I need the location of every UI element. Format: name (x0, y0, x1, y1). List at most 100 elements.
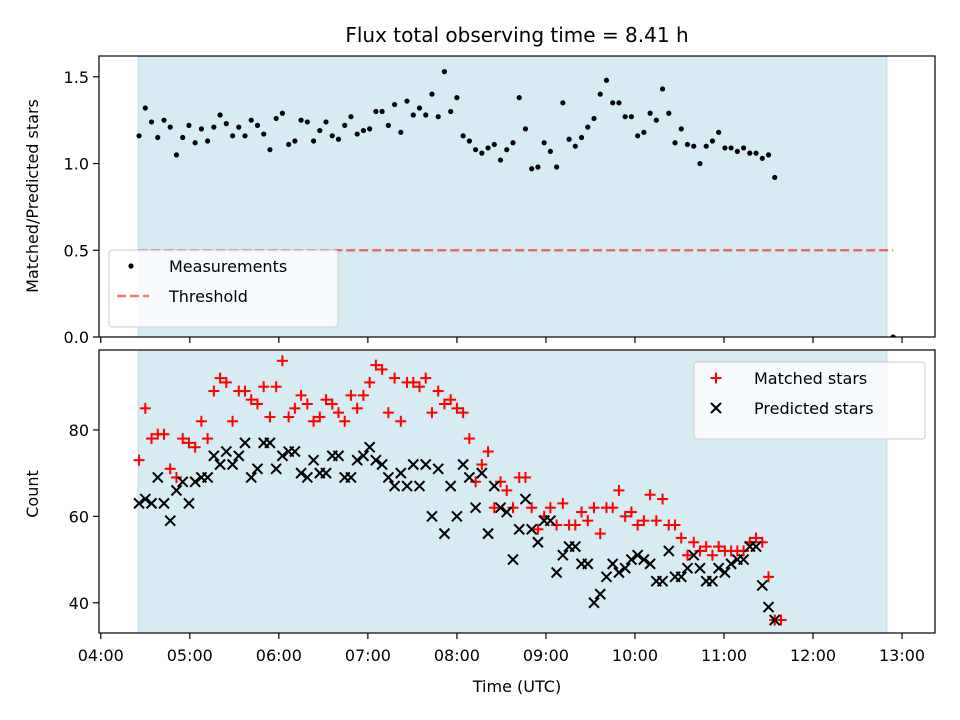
measurement-point (578, 134, 585, 141)
measurement-point (765, 152, 772, 158)
measurement-point (229, 133, 236, 139)
matched-star-point (170, 471, 182, 483)
measurement-point (678, 126, 684, 132)
measurement-point (205, 138, 211, 144)
measurement-point (491, 141, 497, 148)
measurement-point (890, 334, 896, 337)
x-tick-label: 07:00 (345, 646, 391, 665)
x-tick-label: 13:00 (879, 646, 925, 665)
predicted-star-point (681, 562, 694, 574)
predicted-star-point (619, 562, 631, 574)
matched-star-point (276, 355, 288, 367)
matched-star-point (681, 549, 693, 561)
measurement-point (603, 77, 610, 83)
measurement-point (635, 133, 641, 139)
predicted-star-point (295, 467, 307, 479)
predicted-star-point (401, 480, 413, 492)
predicted-star-point (426, 510, 438, 523)
measurement-point (516, 95, 522, 101)
matched-star-point (476, 458, 488, 470)
predicted-star-point (201, 471, 214, 484)
predicted-star-point (444, 480, 457, 492)
predicted-star-point (276, 450, 289, 462)
matched-star-point (270, 381, 282, 393)
measurement-point (734, 148, 740, 155)
measurement-point (541, 140, 547, 146)
measurement-point (398, 129, 404, 135)
predicted-star-point (176, 476, 189, 488)
legend-label: Measurements (169, 257, 287, 276)
matched-star-point (376, 363, 388, 375)
matched-star-point (202, 433, 214, 445)
measurement-point (441, 69, 448, 75)
x-tick-label: 08:00 (434, 646, 480, 665)
predicted-star-point (370, 454, 382, 466)
measurement-point (753, 150, 759, 156)
measurement-point (267, 147, 273, 153)
measurement-point (416, 105, 423, 111)
predicted-star-point (413, 480, 426, 492)
measurement-point (691, 143, 697, 149)
predicted-star-point (152, 471, 164, 484)
measurement-point (448, 108, 454, 115)
matched-star-point (301, 398, 313, 410)
matched-star-point (227, 415, 239, 427)
markers (133, 355, 787, 626)
matched-star-point (395, 415, 407, 427)
measurement-point (597, 91, 603, 97)
measurement-point (404, 98, 410, 104)
predicted-star-point (476, 467, 488, 479)
x-tick-label: 10:00 (612, 646, 658, 665)
matched-star-point (164, 463, 176, 475)
measurement-point (610, 100, 616, 106)
predicted-star-point (644, 558, 656, 570)
measurement-point (460, 133, 466, 139)
ratio-panel: Matched/Predicted stars 0.0 0.5 1.0 1.5 Meas… (23, 55, 936, 347)
predicted-star-point (363, 441, 376, 453)
predicted-star-point (557, 549, 569, 561)
measurement-point (772, 174, 778, 181)
matched-star-point (295, 389, 307, 401)
matched-star-point (339, 415, 351, 427)
matched-star-point (345, 389, 357, 401)
predicted-star-point (208, 450, 220, 462)
measurement-point (728, 145, 734, 151)
x-axis-label: Time (UTC) (472, 677, 561, 696)
matched-star-point (239, 385, 251, 397)
measurement-point (485, 145, 491, 151)
matched-star-point (245, 394, 257, 406)
matched-star-point (706, 549, 718, 561)
matched-star-point (189, 441, 201, 453)
predicted-star-point (737, 553, 750, 566)
matched-star-point (351, 402, 363, 414)
predicted-star-point (488, 480, 501, 492)
predicted-star-point (382, 471, 395, 484)
measurement-point (740, 145, 747, 151)
measurement-point (279, 110, 286, 116)
legend-marker-measurements (128, 263, 134, 269)
measurement-point (423, 112, 429, 118)
predicted-star-point (301, 471, 314, 484)
matched-star-point (420, 372, 432, 384)
axes-frame (98, 55, 936, 338)
matched-star-point (519, 471, 531, 483)
matched-star-point (613, 484, 625, 496)
measurement-point (167, 124, 173, 130)
predicted-star-point (507, 553, 519, 566)
matched-star-point (738, 545, 750, 557)
matched-star-point (507, 502, 519, 514)
matched-star-point (438, 398, 450, 410)
predicted-star-point (457, 458, 469, 471)
predicted-star-point (513, 523, 525, 536)
matched-star-point (407, 376, 419, 388)
matched-star-point (177, 433, 189, 445)
x-tick-label: 11:00 (701, 646, 747, 665)
matched-star-point (713, 541, 725, 553)
y-tick-label: 1.0 (64, 155, 89, 174)
matched-star-point (463, 433, 475, 445)
measurement-point (304, 119, 310, 125)
measurement-point (616, 100, 622, 106)
measurement-point (142, 105, 148, 111)
predicted-star-point (345, 471, 357, 484)
